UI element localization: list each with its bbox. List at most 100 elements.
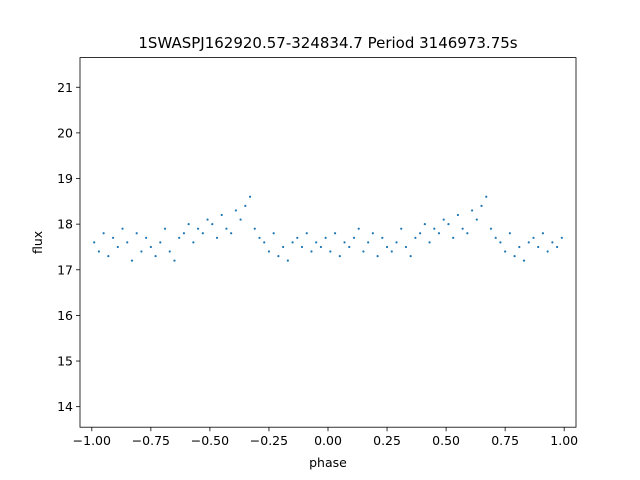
data-point [187,223,190,226]
data-point [546,250,549,253]
data-point [385,245,389,249]
data-point [485,195,488,198]
data-point [456,213,460,217]
data-point [518,245,521,249]
y-tick-label: 14 [57,399,73,414]
data-point [480,204,483,207]
data-point [381,236,384,239]
data-point [433,227,436,230]
data-point [220,213,223,217]
data-point [329,250,332,253]
data-point [102,232,105,235]
x-axis: −1.00 −0.75 −0.50 −0.25 0.00 0.25 0.50 0.75 1.00 [73,427,578,448]
data-point [192,241,195,244]
data-point [97,250,100,253]
data-point [371,232,374,235]
data-point [352,236,356,239]
data-point [310,250,313,253]
data-point [107,254,110,258]
data-point [357,227,360,230]
data-point [182,232,186,235]
y-tick-label: 20 [57,125,73,140]
data-point [409,254,412,258]
data-point [376,254,379,258]
data-point [494,236,497,239]
data-point [315,241,318,244]
y-tick-label: 19 [57,171,73,186]
x-tick-label: 0.25 [373,433,401,448]
data-point [442,218,445,221]
data-point [126,241,129,244]
data-point [489,227,493,230]
data-point [499,241,502,244]
data-point [253,227,256,230]
data-point [338,254,341,258]
data-point [428,241,431,244]
y-axis-label: flux [30,231,45,254]
data-point [286,259,289,262]
data-point [400,227,403,230]
data-point [244,204,247,207]
data-point [404,245,408,249]
data-point [145,236,148,239]
data-point [541,232,545,235]
data-point [178,236,181,239]
y-tick-label: 17 [57,262,73,277]
data-point [196,227,200,230]
data-point [367,241,370,244]
data-point [111,236,115,239]
data-point [475,218,478,221]
data-point [414,236,417,239]
data-point [343,241,346,244]
data-point [215,236,219,239]
data-point [504,250,507,253]
data-point [263,241,266,244]
data-point [154,254,157,258]
data-point [319,245,323,249]
x-tick-label: 0.00 [314,433,342,448]
data-point [437,232,441,235]
data-point [225,227,228,230]
data-point [248,195,252,198]
chart-title: 1SWASPJ162920.57-324834.7 Period 3146973… [138,34,517,52]
data-point [513,254,516,258]
data-point [168,250,171,253]
data-point [201,232,204,235]
data-point [211,223,214,226]
data-point [282,245,285,249]
data-point [239,218,242,221]
data-point [461,227,464,230]
data-point [130,259,134,262]
data-point [532,236,535,239]
x-tick-label: 0.75 [491,433,519,448]
data-point [163,227,167,230]
y-tick-label: 21 [57,80,73,95]
data-point [140,250,143,253]
y-tick-label: 18 [57,217,73,232]
data-point [300,245,304,249]
data-point [527,241,530,244]
data-point [291,241,294,244]
data-points [93,195,563,262]
data-point [508,232,511,235]
data-point [230,232,233,235]
x-tick-label: 0.50 [432,433,460,448]
data-point [135,232,138,235]
data-point [149,245,152,249]
data-point [537,245,540,249]
data-point [296,236,299,239]
x-tick-label: 1.00 [550,433,578,448]
data-point [272,232,275,235]
data-point [267,250,271,253]
data-point [348,245,351,249]
data-point [277,254,280,258]
data-point [423,223,426,226]
data-point [362,250,365,253]
data-point [234,209,237,212]
data-point [93,241,96,244]
data-point [159,241,162,244]
x-tick-label: −0.25 [250,433,288,448]
y-tick-label: 16 [57,308,73,323]
